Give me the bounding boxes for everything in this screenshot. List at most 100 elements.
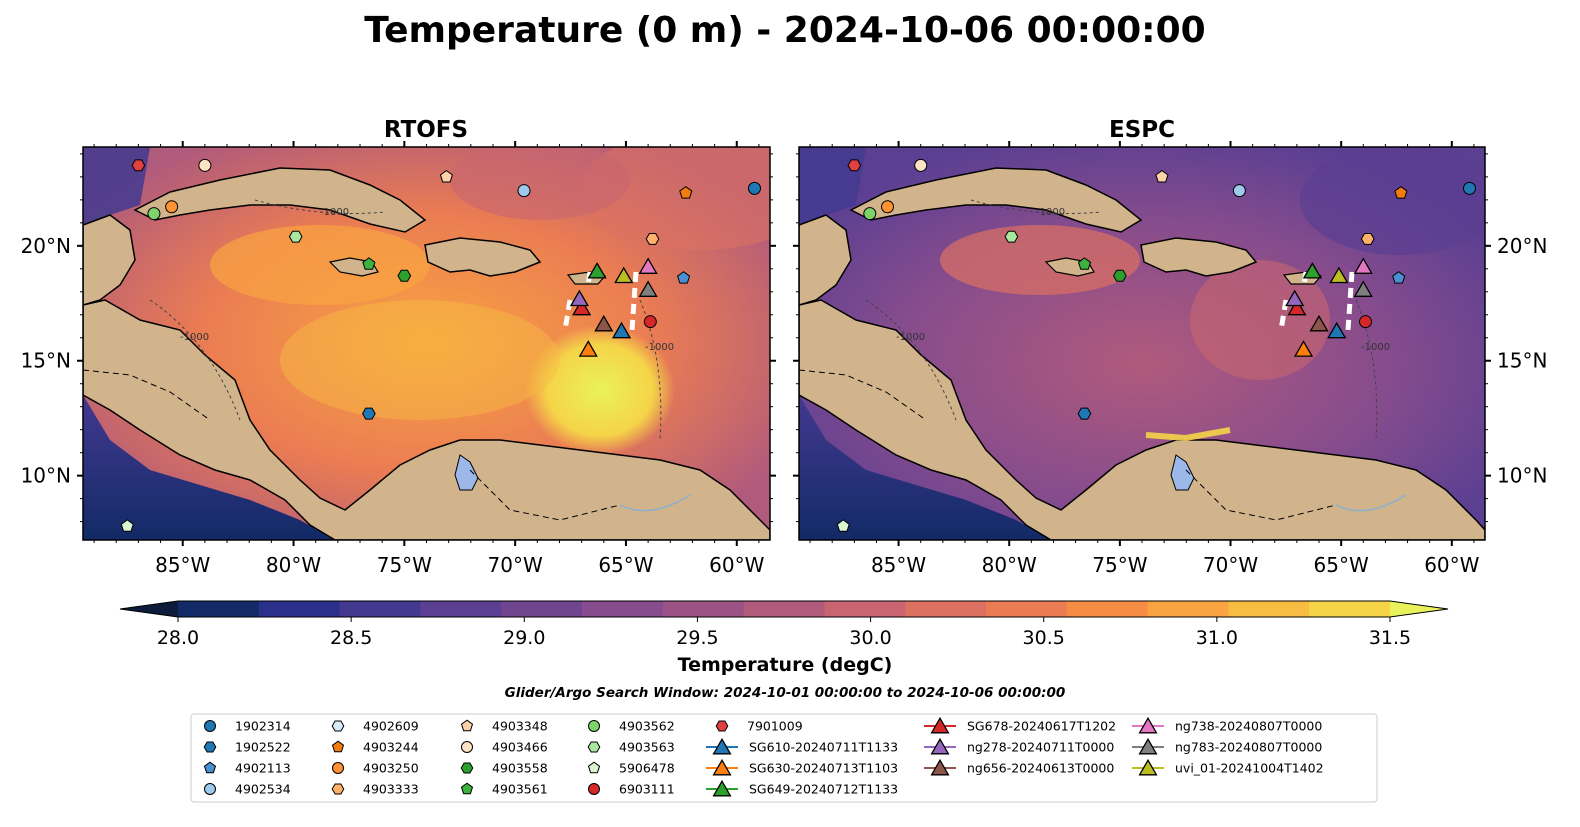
contour-label: -1000 — [645, 342, 674, 353]
legend-label: ng738-20240807T0000 — [1175, 719, 1322, 734]
legend-marker — [460, 762, 474, 774]
warm-band — [210, 225, 430, 305]
observation-marker — [131, 159, 146, 172]
legend-box — [190, 713, 1378, 803]
colorbar-segment — [1147, 601, 1229, 617]
legend-marker — [203, 761, 217, 774]
hispaniola — [424, 237, 542, 277]
colorbar-segment — [743, 601, 825, 617]
observation-marker — [611, 321, 632, 339]
observation-marker — [1004, 230, 1019, 243]
colorbar-segment — [1066, 601, 1149, 617]
lat-tick-label: 10°N — [21, 464, 71, 488]
cuba — [133, 167, 427, 233]
axis-ticks-espc: 85°W 80°W 75°W 70°W 65°W 60°W 20°N 15°N 10°N — [793, 141, 1547, 577]
ocean-region — [1300, 147, 1485, 255]
country-border — [83, 369, 211, 421]
lon-tick-label: 85°W — [155, 553, 210, 577]
observation-marker — [1155, 169, 1169, 183]
observation-marker — [397, 269, 412, 282]
observation-marker — [747, 181, 761, 195]
country-border — [469, 469, 621, 521]
observation-marker — [578, 340, 598, 357]
observation-marker — [362, 407, 376, 420]
observation-marker — [1293, 340, 1314, 357]
panel-rtofs: RTOFS -1000 -1000 -1000 — [21, 117, 776, 577]
observation-marker — [643, 315, 657, 329]
bathymetry-contour — [254, 199, 386, 214]
legend-marker — [332, 762, 344, 774]
observation-marker — [198, 158, 212, 172]
legend-marker — [588, 720, 600, 732]
bathymetry-contour — [149, 299, 241, 421]
legend-label: 1902314 — [235, 719, 291, 734]
figure-title: Temperature (0 m) - 2024-10-06 00:00:00 — [364, 10, 1205, 51]
ocean-region — [450, 147, 630, 220]
legend-marker — [204, 783, 216, 795]
observation-markers — [120, 158, 761, 532]
contour-label: -1000 — [180, 332, 209, 343]
contour-label: -1000 — [1361, 342, 1390, 353]
observation-marker — [863, 207, 877, 221]
legend-marker — [587, 741, 601, 753]
observation-marker — [362, 257, 376, 270]
legend-label: SG610-20240711T1133 — [749, 740, 898, 755]
pacific-ocean — [799, 395, 1051, 540]
legend-label: 4903561 — [492, 782, 548, 797]
observation-marker — [1302, 262, 1322, 279]
lake-maracaibo — [1170, 454, 1195, 491]
warm-band — [940, 225, 1140, 295]
observation-marker — [847, 159, 862, 172]
panel-title-espc: ESPC — [1109, 117, 1175, 143]
coastal-upwelling — [1145, 427, 1231, 442]
legend-marker — [1138, 737, 1158, 755]
search-window-text: Glider/Argo Search Window: 2024-10-01 00… — [505, 685, 1066, 701]
lat-tick-label: 15°N — [1497, 349, 1547, 373]
panel-title-rtofs: RTOFS — [384, 117, 468, 143]
contour-label: -1000 — [1036, 207, 1065, 218]
legend-marker — [712, 737, 732, 755]
legend-marker — [331, 740, 345, 753]
observation-marker — [439, 169, 453, 183]
lon-tick-label: 65°W — [598, 553, 653, 577]
colorbar-extend-max — [1390, 601, 1448, 617]
colorbar-segment — [905, 601, 987, 617]
legend-label: 6903111 — [619, 782, 675, 797]
contour-label: -1000 — [320, 207, 349, 218]
observation-marker — [638, 257, 658, 274]
legend-label: 4903244 — [363, 740, 419, 755]
legend-marker — [715, 720, 729, 732]
observation-marker — [1309, 314, 1329, 332]
legend-marker — [712, 758, 732, 776]
legend-label: 4903333 — [363, 782, 419, 797]
legend-marker — [930, 716, 950, 734]
colorbar-segment — [339, 601, 421, 617]
panel-espc: ESPC -1000 -1000 -1000 — [793, 117, 1547, 577]
warm-band — [280, 300, 560, 420]
hispaniola — [1140, 237, 1258, 277]
legend-label: uvi_01-20241004T1402 — [1175, 761, 1324, 776]
axis-ticks-rtofs: 85°W 80°W 75°W 70°W 65°W 60°W 20°N 15°N 10°N — [21, 141, 776, 577]
legend-label: ng656-20240613T0000 — [967, 761, 1114, 776]
colorbar-extend-min — [120, 601, 178, 617]
legend-marker — [930, 737, 950, 755]
legend-marker — [460, 782, 474, 795]
lat-tick-label: 15°N — [21, 349, 71, 373]
legend-marker — [461, 741, 473, 753]
lon-tick-label: 70°W — [488, 553, 543, 577]
lon-tick-label: 80°W — [266, 553, 321, 577]
observation-marker — [165, 200, 179, 214]
colorbar-tick-label: 31.0 — [1196, 627, 1238, 649]
colorbar-tick-label: 31.5 — [1369, 627, 1411, 649]
observation-marker — [1077, 407, 1092, 420]
colorbar-segment — [662, 601, 745, 617]
legend-label: 4903250 — [363, 761, 419, 776]
warm-pool — [525, 325, 675, 455]
observation-marker — [147, 207, 161, 221]
legend-label: SG649-20240712T1133 — [749, 782, 898, 797]
central-south-america — [83, 299, 770, 540]
observation-marker — [614, 266, 634, 284]
observation-marker — [1394, 186, 1408, 199]
colorbar-segment — [582, 601, 664, 617]
